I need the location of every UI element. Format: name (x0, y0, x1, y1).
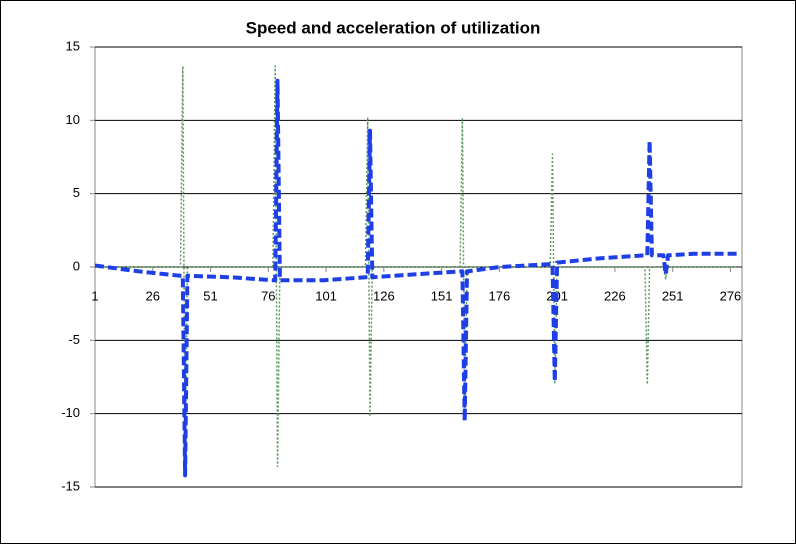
x-tick-label: 126 (373, 288, 395, 303)
x-tick-label: 51 (203, 288, 217, 303)
y-tick-label: -10 (61, 405, 80, 420)
y-tick-label: 15 (66, 38, 80, 53)
x-tick-label: 276 (720, 288, 742, 303)
series-line (94, 78, 740, 478)
x-tick-label: 26 (146, 288, 160, 303)
x-tick-label: 176 (489, 288, 511, 303)
y-tick-label: -15 (61, 478, 80, 493)
series-line (95, 65, 740, 468)
chart-title: Speed and acceleration of utilization (246, 18, 541, 37)
x-tick-label: 251 (662, 288, 684, 303)
y-tick-label: -5 (68, 332, 80, 347)
y-tick-label: 0 (73, 258, 80, 273)
x-tick-label: 101 (315, 288, 337, 303)
x-tick-label: 1 (91, 288, 98, 303)
x-tick-label: 226 (604, 288, 626, 303)
y-tick-label: 5 (73, 185, 80, 200)
y-tick-label: 10 (66, 112, 80, 127)
x-tick-label: 76 (261, 288, 275, 303)
x-tick-label: 151 (431, 288, 453, 303)
